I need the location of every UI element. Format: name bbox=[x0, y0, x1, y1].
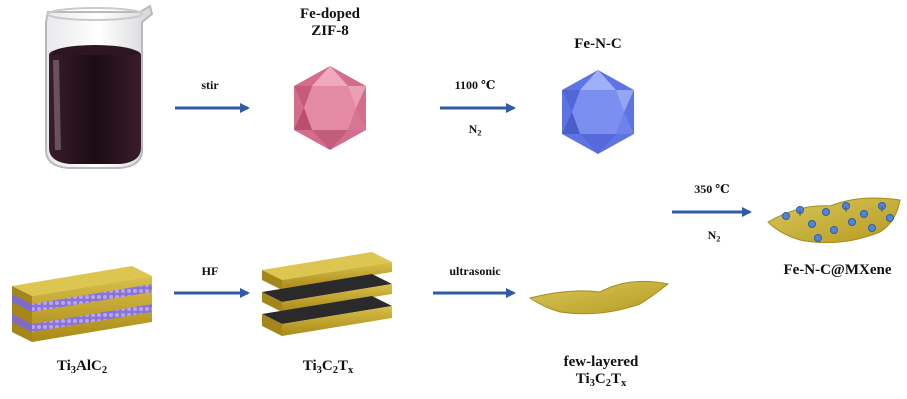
fe-doped-zif8-label: Fe-doped ZIF-8 bbox=[300, 6, 360, 39]
anneal-350-gas-label: N2 bbox=[707, 228, 721, 244]
fe-n-c-label: Fe-N-C bbox=[574, 36, 622, 52]
beaker-icon bbox=[45, 4, 154, 169]
ti3c2tx-layers-icon bbox=[262, 252, 392, 336]
hf-label: HF bbox=[201, 264, 219, 278]
anneal-1100-gas-label: N2 bbox=[468, 122, 482, 138]
few-layered-sheet-icon bbox=[528, 280, 670, 315]
anneal-1100-label: 1100 ℃ bbox=[454, 78, 496, 92]
anneal-350-label: 350 ℃ bbox=[694, 182, 730, 196]
ti3alc2-label: Ti3AlC2 bbox=[56, 358, 108, 377]
fenc-polyhedron-icon bbox=[562, 70, 634, 154]
ultrasonic-label: ultrasonic bbox=[449, 264, 501, 278]
few-layered-label: few-layered Ti3C2Tx bbox=[563, 354, 639, 390]
ti3alc2-block-icon bbox=[12, 266, 152, 342]
fe-n-c-mxene-label: Fe-N-C@MXene bbox=[783, 262, 892, 278]
stir-label: stir bbox=[201, 78, 219, 92]
fenc-mxene-composite-icon bbox=[767, 197, 901, 244]
ti3c2tx-label: Ti3C2Tx bbox=[302, 358, 354, 377]
zif8-polyhedron-icon bbox=[294, 66, 366, 150]
